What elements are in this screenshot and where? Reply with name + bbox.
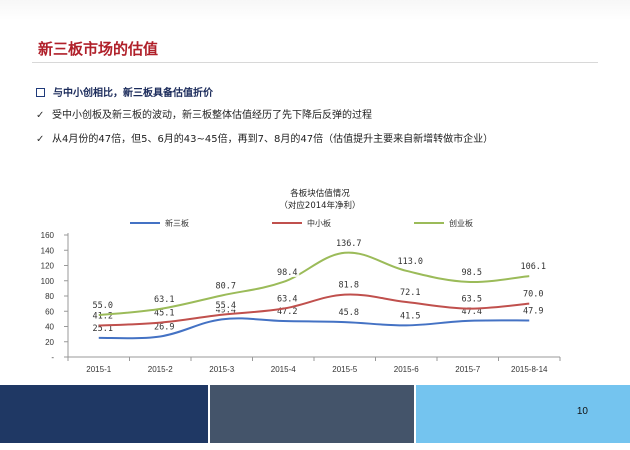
bullet-item-text: 受中小创板及新三板的波动，新三板整体估值经历了先下降后反弹的过程	[52, 110, 372, 121]
data-label-bg	[459, 265, 484, 277]
y-tick-label: 40	[45, 323, 54, 332]
data-label: 72.1	[400, 288, 420, 298]
y-tick-label: 20	[45, 338, 54, 347]
data-label: 45.8	[339, 308, 359, 318]
bullet-item: ✓ 受中小创板及新三板的波动，新三板整体估值经历了先下降后反弹的过程	[36, 106, 372, 121]
data-label: 81.8	[339, 281, 359, 291]
legend-label: 中小板	[307, 218, 331, 228]
data-label: 47.4	[462, 307, 482, 317]
data-label: 26.9	[154, 322, 174, 332]
data-label-bg	[521, 287, 546, 299]
x-tick-label: 2015-4	[271, 365, 296, 374]
x-tick-label: 2015-6	[394, 365, 419, 374]
data-label: 47.9	[523, 306, 543, 316]
data-label-bg	[336, 278, 361, 290]
chart-subtitle: （对应2014年净利）	[279, 201, 361, 211]
data-label: 106.1	[520, 262, 546, 272]
y-tick-label: 120	[41, 262, 55, 271]
data-label: 63.5	[462, 295, 482, 305]
data-label-bg	[213, 279, 238, 291]
y-tick-label: 100	[41, 277, 55, 286]
chart-title-block: 各板块估值情况 （对应2014年净利）	[270, 188, 370, 212]
data-label-bg	[398, 309, 423, 321]
title-divider	[32, 62, 598, 63]
footer-band-dark	[0, 385, 208, 443]
data-label-bg	[334, 236, 364, 248]
data-label-bg	[275, 305, 300, 317]
data-label: 41.5	[400, 311, 420, 321]
data-label: 80.7	[216, 281, 236, 291]
data-label: 113.0	[397, 257, 423, 267]
y-tick-label: 80	[45, 292, 54, 301]
data-label: 136.7	[336, 239, 362, 249]
data-label: 41.2	[93, 312, 113, 322]
x-tick-label: 2015-2	[148, 365, 173, 374]
data-label: 70.0	[523, 290, 543, 300]
x-tick-label: 2015-7	[455, 365, 480, 374]
footer-band-mid	[210, 385, 414, 443]
data-label-bg	[521, 304, 546, 316]
data-label-bg	[152, 292, 177, 304]
series-line	[98, 293, 530, 327]
check-bullet-icon: ✓	[36, 134, 45, 145]
data-label: 63.1	[154, 295, 174, 305]
data-label-bg	[213, 298, 238, 310]
data-label-bg	[275, 292, 300, 304]
square-bullet-icon	[36, 88, 45, 97]
data-label: 55.0	[93, 301, 113, 311]
data-label: 63.4	[277, 295, 297, 305]
x-tick-label: 2015-8-14	[511, 365, 548, 374]
data-label: 47.2	[277, 307, 297, 317]
bullet-heading: 与中小创相比，新三板具备估值折价	[36, 84, 213, 99]
data-label: 45.1	[154, 309, 174, 319]
x-tick-label: 2015-1	[86, 365, 111, 374]
x-tick-label: 2015-3	[209, 365, 234, 374]
footer-band-light	[416, 385, 630, 443]
data-label-bg	[459, 292, 484, 304]
chart-title: 各板块估值情况	[290, 189, 350, 199]
data-label-bg	[90, 321, 115, 333]
legend-label: 创业板	[449, 218, 473, 228]
legend-label: 新三板	[165, 218, 189, 228]
slide-title: 新三板市场的估值	[38, 40, 159, 58]
data-label: 98.5	[462, 268, 482, 278]
bullet-item-text: 从4月份的47倍，但5、6月的43~45倍，再到7、8月的47倍（估值提升主要来…	[52, 134, 494, 145]
y-tick-label: 60	[45, 307, 54, 316]
bullet-heading-text: 与中小创相比，新三板具备估值折价	[53, 88, 213, 99]
data-label: 25.1	[93, 324, 113, 334]
check-bullet-icon: ✓	[36, 110, 45, 121]
data-label-bg	[336, 306, 361, 318]
data-label: 55.4	[216, 301, 236, 311]
data-label-bg	[518, 260, 548, 272]
series-line	[98, 251, 530, 317]
data-label-bg	[275, 265, 300, 277]
y-tick-label: -	[51, 353, 54, 362]
data-label-bg	[398, 286, 423, 298]
data-label-bg	[152, 320, 177, 332]
data-label-bg	[90, 299, 115, 311]
data-label-bg	[395, 254, 425, 266]
series-line	[98, 317, 530, 340]
data-label: 98.4	[277, 268, 297, 278]
bullet-item: ✓ 从4月份的47倍，但5、6月的43~45倍，再到7、8月的47倍（估值提升主要…	[36, 130, 493, 145]
data-label-bg	[459, 304, 484, 316]
x-tick-label: 2015-5	[332, 365, 357, 374]
page-number: 10	[576, 406, 588, 417]
y-tick-label: 140	[41, 246, 55, 255]
data-label: 49.4	[216, 305, 236, 315]
data-label-bg	[152, 306, 177, 318]
y-tick-label: 160	[41, 231, 55, 240]
